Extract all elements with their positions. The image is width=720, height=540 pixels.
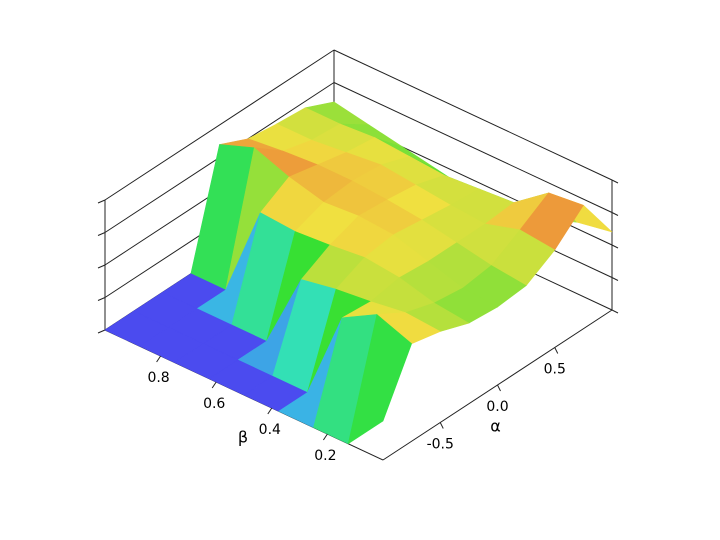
y-tick-label: 0.2 <box>314 448 336 464</box>
y-tick <box>211 381 217 389</box>
y-tick <box>156 355 162 363</box>
grid-line <box>104 49 335 201</box>
y-tick <box>267 407 273 415</box>
grid-line <box>333 49 613 181</box>
z-tick <box>97 199 106 204</box>
x-tick-label: 0.0 <box>486 399 508 415</box>
y-tick <box>322 433 328 441</box>
surface <box>104 101 613 445</box>
axes: -0.5 0.0 0.5 0.2 0.4 0.6 0.8 α β <box>147 347 566 464</box>
z-tick <box>97 232 106 236</box>
z-tick <box>611 212 619 216</box>
grid-line <box>333 82 613 213</box>
y-axis-label: β <box>238 428 248 447</box>
x-tick-label: 0.5 <box>544 362 566 378</box>
x-tick <box>497 384 501 392</box>
y-tick-label: 0.6 <box>203 396 225 412</box>
z-tick <box>97 329 106 334</box>
y-tick-label: 0.4 <box>259 422 281 438</box>
y-tick-label: 0.8 <box>147 370 169 386</box>
z-tick <box>611 179 619 184</box>
x-axis-label: α <box>490 417 501 436</box>
z-tick <box>611 244 619 249</box>
x-tick <box>554 347 559 354</box>
z-tick <box>97 264 106 269</box>
z-tick <box>611 277 619 281</box>
x-tick <box>439 422 444 429</box>
z-tick <box>97 297 106 301</box>
surface-patch <box>347 313 412 445</box>
x-tick-label: -0.5 <box>427 437 454 453</box>
z-tick <box>611 309 619 314</box>
